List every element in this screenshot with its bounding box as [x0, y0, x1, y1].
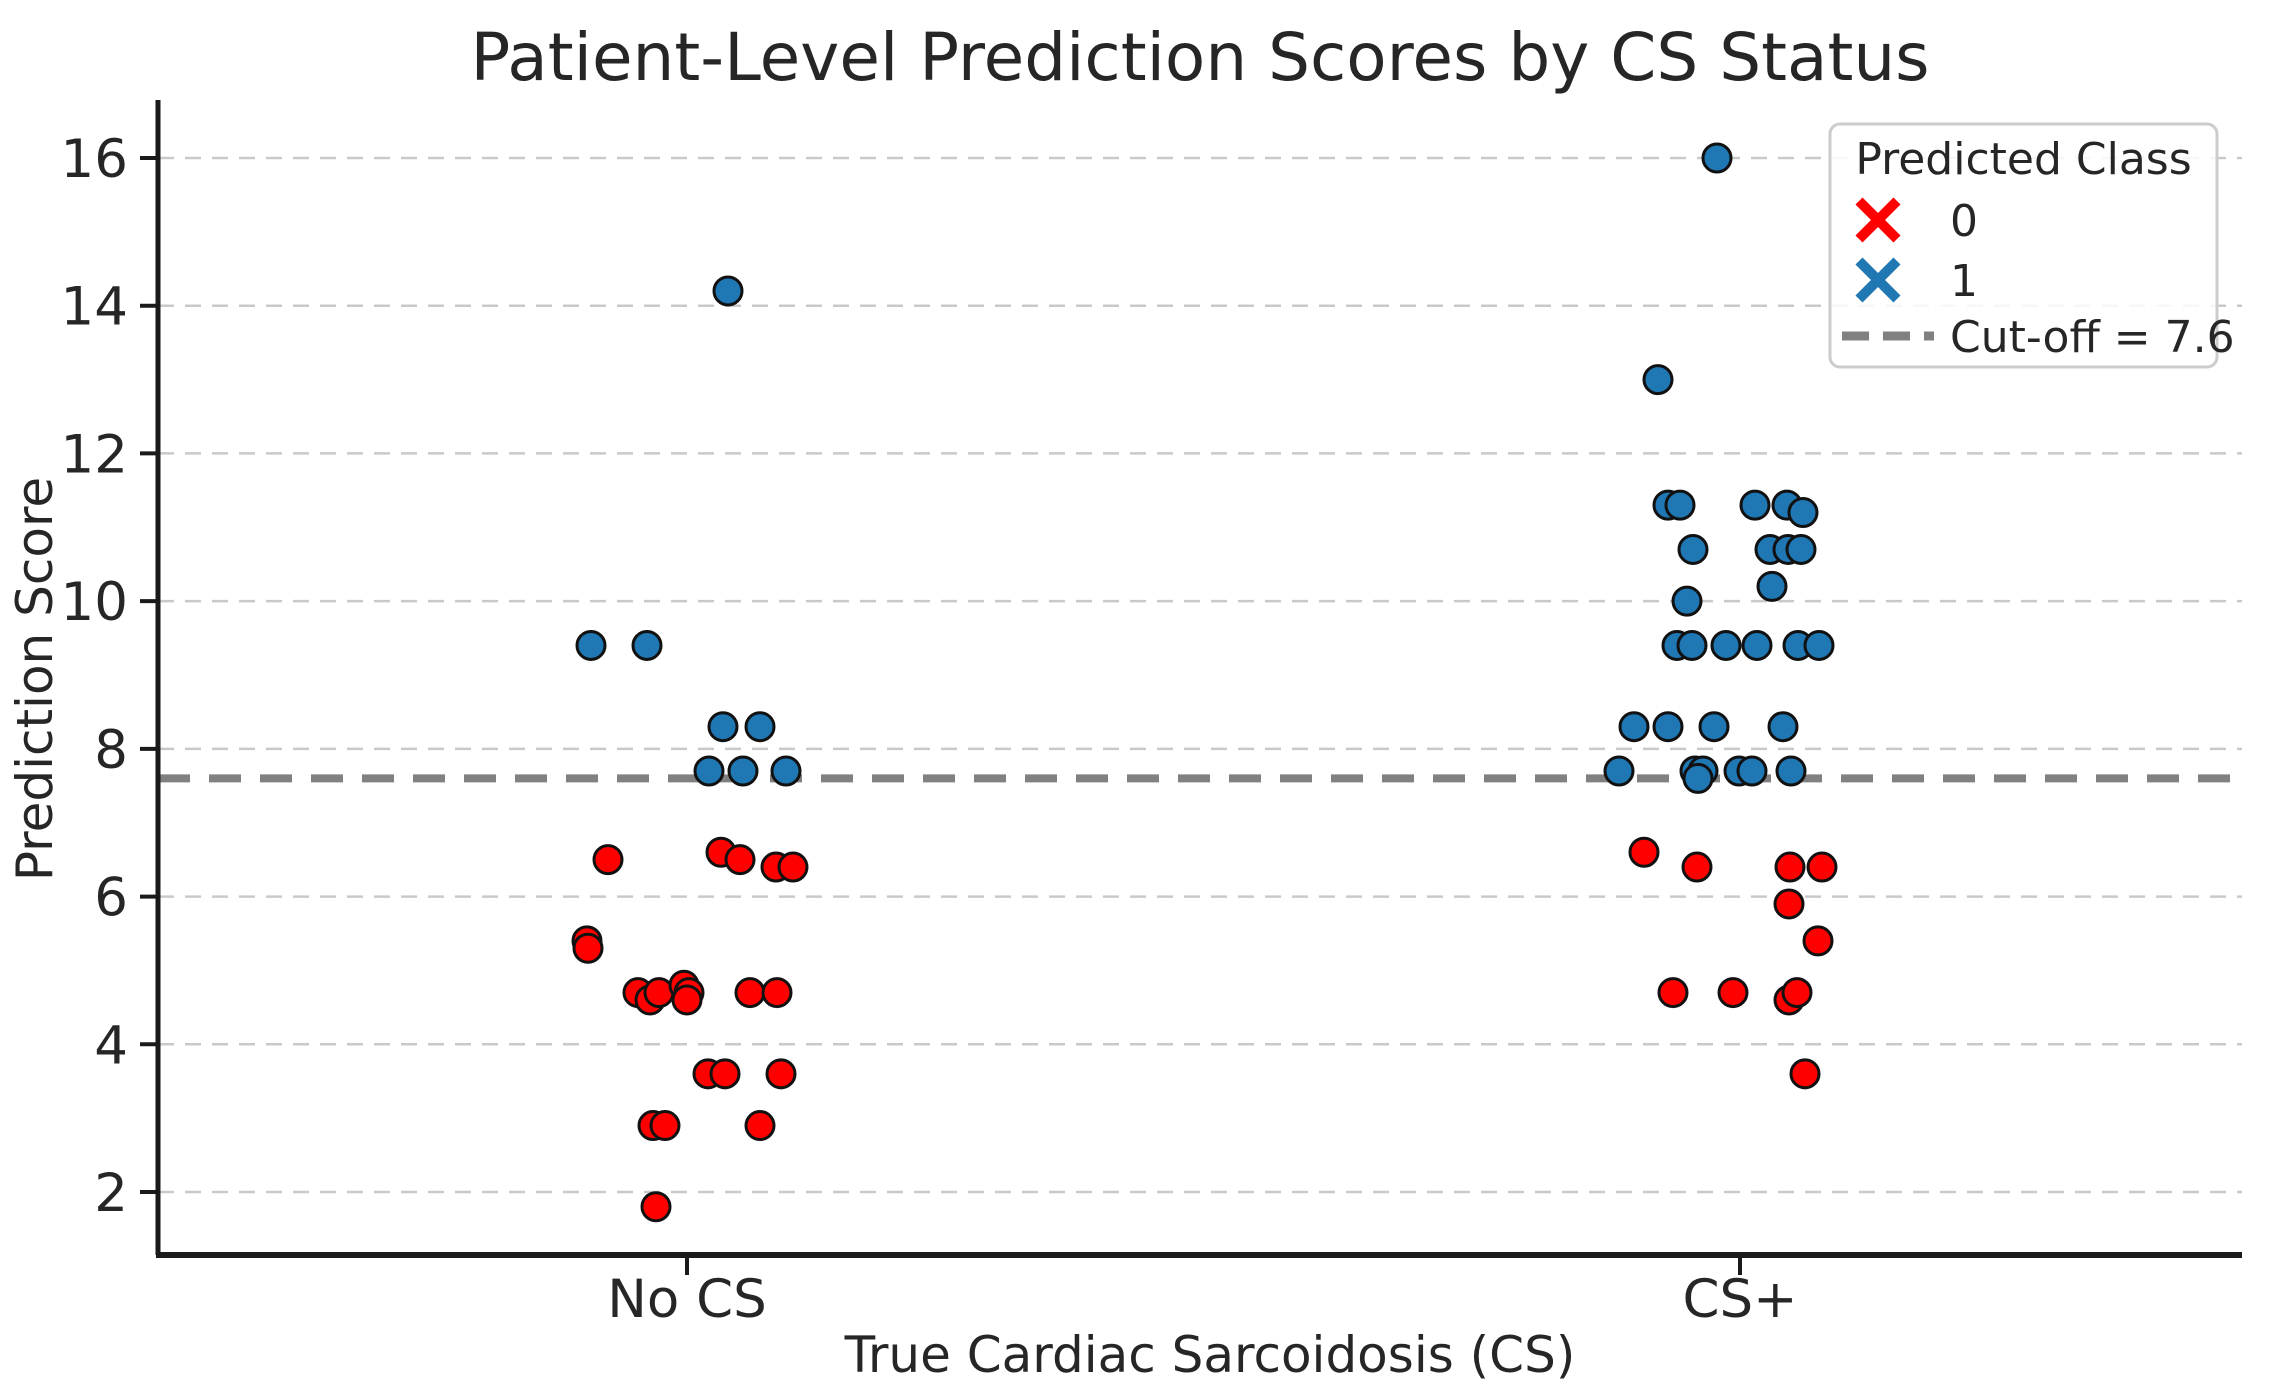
data-point	[592, 844, 624, 876]
data-point	[1781, 977, 1813, 1009]
axes-spines	[155, 100, 2242, 1275]
data-point	[1736, 755, 1768, 787]
data-point	[1787, 497, 1819, 529]
data-point	[1676, 629, 1708, 661]
data-point	[649, 1110, 681, 1142]
data-point	[1739, 489, 1771, 521]
data-point	[1671, 585, 1703, 617]
data-point	[1628, 836, 1660, 868]
data-points	[571, 142, 1838, 1223]
chart-title: Patient-Level Prediction Scores by CS St…	[470, 19, 1929, 96]
y-tick-label: 10	[61, 572, 128, 633]
x-tick-label: CS+	[1682, 1269, 1797, 1330]
data-point	[777, 851, 809, 883]
data-point	[640, 1191, 672, 1223]
data-point	[1677, 533, 1709, 565]
data-point	[1774, 851, 1806, 883]
legend-title: Predicted Class	[1855, 134, 2191, 185]
data-point	[1806, 851, 1838, 883]
data-point	[1741, 629, 1773, 661]
data-point	[693, 755, 725, 787]
data-point	[1710, 629, 1742, 661]
legend-entry-label: 1	[1950, 256, 1978, 307]
y-tick-label: 2	[94, 1163, 128, 1224]
data-point	[1664, 489, 1696, 521]
data-point	[1682, 762, 1714, 794]
data-point	[712, 275, 744, 307]
y-tick-label: 4	[94, 1015, 128, 1076]
legend-entry-label: 0	[1950, 196, 1978, 247]
data-point	[671, 984, 703, 1016]
y-tick-label: 12	[61, 424, 128, 485]
data-point	[724, 844, 756, 876]
data-point	[1681, 851, 1713, 883]
legend-marker-x	[1855, 257, 1901, 303]
legend-marker-x	[1855, 197, 1901, 243]
data-point	[1618, 711, 1650, 743]
legend-entry-label: Cut-off = 7.6	[1950, 312, 2235, 363]
data-point	[631, 629, 663, 661]
data-point	[744, 1110, 776, 1142]
data-point	[770, 755, 802, 787]
data-point	[1701, 142, 1733, 174]
data-point	[1775, 755, 1807, 787]
data-point	[575, 629, 607, 661]
y-axis-label: Prediction Score	[6, 477, 64, 881]
data-point	[1657, 977, 1689, 1009]
x-tick-label: No CS	[607, 1269, 767, 1330]
data-point	[1756, 570, 1788, 602]
legend-box	[1828, 122, 2219, 369]
data-point	[1717, 977, 1749, 1009]
y-tick-label: 16	[61, 129, 128, 190]
data-point	[1803, 629, 1835, 661]
data-point	[1642, 364, 1674, 396]
y-tick-label: 8	[94, 720, 128, 781]
data-point	[1603, 755, 1635, 787]
data-point	[707, 711, 739, 743]
data-point	[1789, 1058, 1821, 1090]
data-point	[709, 1058, 741, 1090]
data-point	[572, 932, 604, 964]
data-point	[1802, 925, 1834, 957]
data-point	[1773, 888, 1805, 920]
y-tick-label: 6	[94, 868, 128, 929]
x-axis-label: True Cardiac Sarcoidosis (CS)	[844, 1326, 1576, 1384]
data-point	[765, 1058, 797, 1090]
data-point	[1767, 711, 1799, 743]
data-point	[727, 755, 759, 787]
data-point	[734, 977, 766, 1009]
data-point	[1698, 711, 1730, 743]
y-tick-label: 14	[61, 277, 128, 338]
data-point	[744, 711, 776, 743]
data-point	[761, 977, 793, 1009]
tick-labels: 2 4 6 8 10 12 14 16 No CS CS+	[61, 129, 1798, 1330]
data-point	[1652, 711, 1684, 743]
data-point	[1785, 533, 1817, 565]
